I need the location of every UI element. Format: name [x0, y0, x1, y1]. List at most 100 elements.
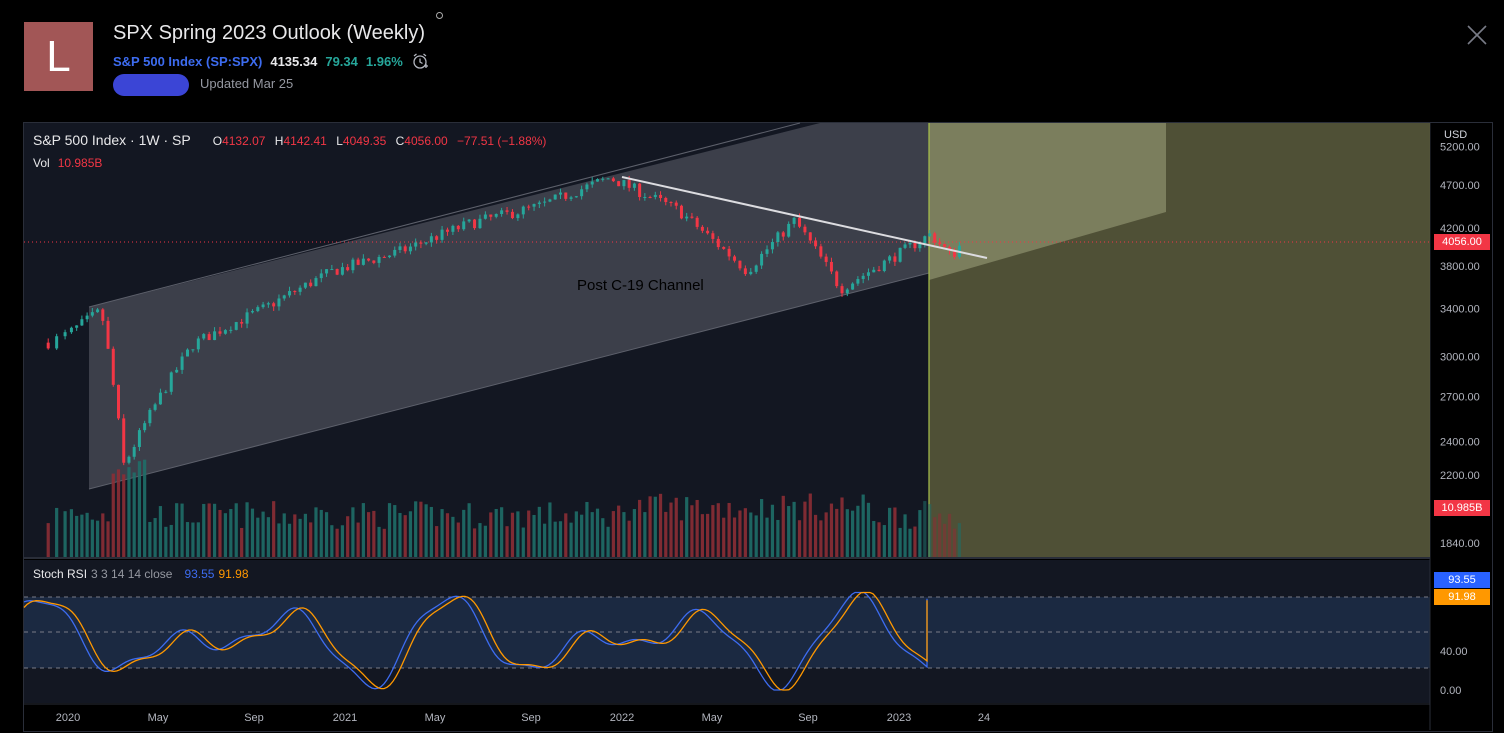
candle[interactable]: [393, 249, 397, 256]
candle[interactable]: [893, 256, 897, 262]
candle[interactable]: [277, 298, 281, 307]
candle[interactable]: [580, 189, 584, 197]
candle[interactable]: [293, 291, 297, 293]
candle[interactable]: [467, 219, 471, 222]
candle[interactable]: [143, 423, 147, 431]
candle[interactable]: [819, 246, 823, 257]
candle[interactable]: [403, 246, 407, 252]
candle[interactable]: [882, 260, 886, 272]
candle[interactable]: [948, 246, 952, 250]
candle[interactable]: [207, 334, 211, 341]
candle[interactable]: [424, 242, 428, 244]
candle[interactable]: [527, 206, 531, 208]
currency-label[interactable]: USD: [1444, 129, 1468, 141]
candle[interactable]: [690, 216, 694, 218]
candle[interactable]: [55, 336, 59, 349]
candle[interactable]: [913, 243, 917, 249]
channel-label[interactable]: Post C-19 Channel: [577, 277, 704, 294]
candle[interactable]: [706, 230, 710, 234]
candle[interactable]: [90, 312, 94, 316]
candle[interactable]: [861, 275, 865, 280]
candle[interactable]: [903, 244, 907, 248]
candle[interactable]: [158, 392, 162, 405]
candle[interactable]: [303, 282, 307, 288]
candle[interactable]: [101, 309, 105, 321]
candle[interactable]: [617, 181, 621, 187]
stoch-rsi-k-line[interactable]: [23, 591, 928, 691]
candle[interactable]: [918, 243, 922, 249]
symbol-ticker[interactable]: (SP:SPX): [206, 53, 263, 69]
candle[interactable]: [632, 183, 636, 188]
candle[interactable]: [272, 303, 276, 307]
candle[interactable]: [298, 287, 302, 292]
candle[interactable]: [346, 267, 350, 271]
candle[interactable]: [543, 201, 547, 203]
candle[interactable]: [659, 194, 663, 199]
candle[interactable]: [377, 256, 381, 263]
candle[interactable]: [872, 269, 876, 273]
candle[interactable]: [191, 349, 195, 351]
candle[interactable]: [829, 261, 833, 272]
candle[interactable]: [435, 236, 439, 240]
candle[interactable]: [814, 240, 818, 247]
channel-lower-line[interactable]: [88, 272, 930, 490]
candle[interactable]: [749, 271, 753, 275]
candle[interactable]: [372, 260, 376, 263]
candle[interactable]: [532, 204, 536, 207]
candle[interactable]: [132, 446, 136, 457]
candle[interactable]: [419, 242, 423, 244]
candle[interactable]: [669, 202, 673, 204]
candle[interactable]: [866, 272, 870, 276]
candle[interactable]: [638, 183, 642, 198]
candle[interactable]: [679, 205, 683, 219]
legend-symbol[interactable]: S&P 500 Index · 1W · SP: [33, 132, 191, 148]
candle[interactable]: [840, 286, 844, 294]
rsi-name[interactable]: Stoch RSI: [33, 567, 88, 581]
candle[interactable]: [382, 256, 386, 258]
candle[interactable]: [787, 223, 791, 237]
candle[interactable]: [234, 322, 238, 330]
candle[interactable]: [888, 256, 892, 261]
candle[interactable]: [282, 295, 286, 299]
candle[interactable]: [569, 197, 573, 199]
volume-label[interactable]: Vol: [33, 156, 50, 170]
candle[interactable]: [824, 256, 828, 262]
candle[interactable]: [180, 356, 184, 370]
candle[interactable]: [85, 315, 89, 320]
candle[interactable]: [856, 279, 860, 284]
candle[interactable]: [943, 244, 947, 247]
candle[interactable]: [711, 233, 715, 239]
candle[interactable]: [164, 391, 168, 393]
candle[interactable]: [908, 243, 912, 245]
candle[interactable]: [553, 194, 557, 200]
candle[interactable]: [202, 334, 206, 339]
candle[interactable]: [845, 289, 849, 294]
candle[interactable]: [516, 214, 520, 219]
candle[interactable]: [122, 418, 126, 463]
candle[interactable]: [169, 372, 173, 392]
candle[interactable]: [351, 259, 355, 271]
candle[interactable]: [648, 196, 652, 198]
candle[interactable]: [245, 312, 249, 324]
candle[interactable]: [319, 273, 323, 279]
candle[interactable]: [261, 304, 265, 308]
candle[interactable]: [716, 238, 720, 248]
candle[interactable]: [408, 246, 412, 252]
forecast-channel-extension[interactable]: [929, 123, 1166, 280]
candle[interactable]: [733, 256, 737, 261]
candle[interactable]: [574, 196, 578, 198]
candle[interactable]: [451, 225, 455, 232]
candle[interactable]: [685, 216, 689, 219]
candle[interactable]: [69, 327, 73, 333]
candle[interactable]: [510, 211, 514, 219]
downtrend-line[interactable]: [621, 176, 988, 259]
candle[interactable]: [250, 311, 254, 313]
candle[interactable]: [288, 291, 292, 296]
candle[interactable]: [75, 325, 79, 328]
candle[interactable]: [765, 249, 769, 254]
channel-upper-line[interactable]: [88, 122, 801, 308]
candle[interactable]: [722, 247, 726, 249]
candle[interactable]: [933, 233, 937, 243]
candle[interactable]: [606, 178, 610, 180]
candle[interactable]: [898, 247, 902, 262]
